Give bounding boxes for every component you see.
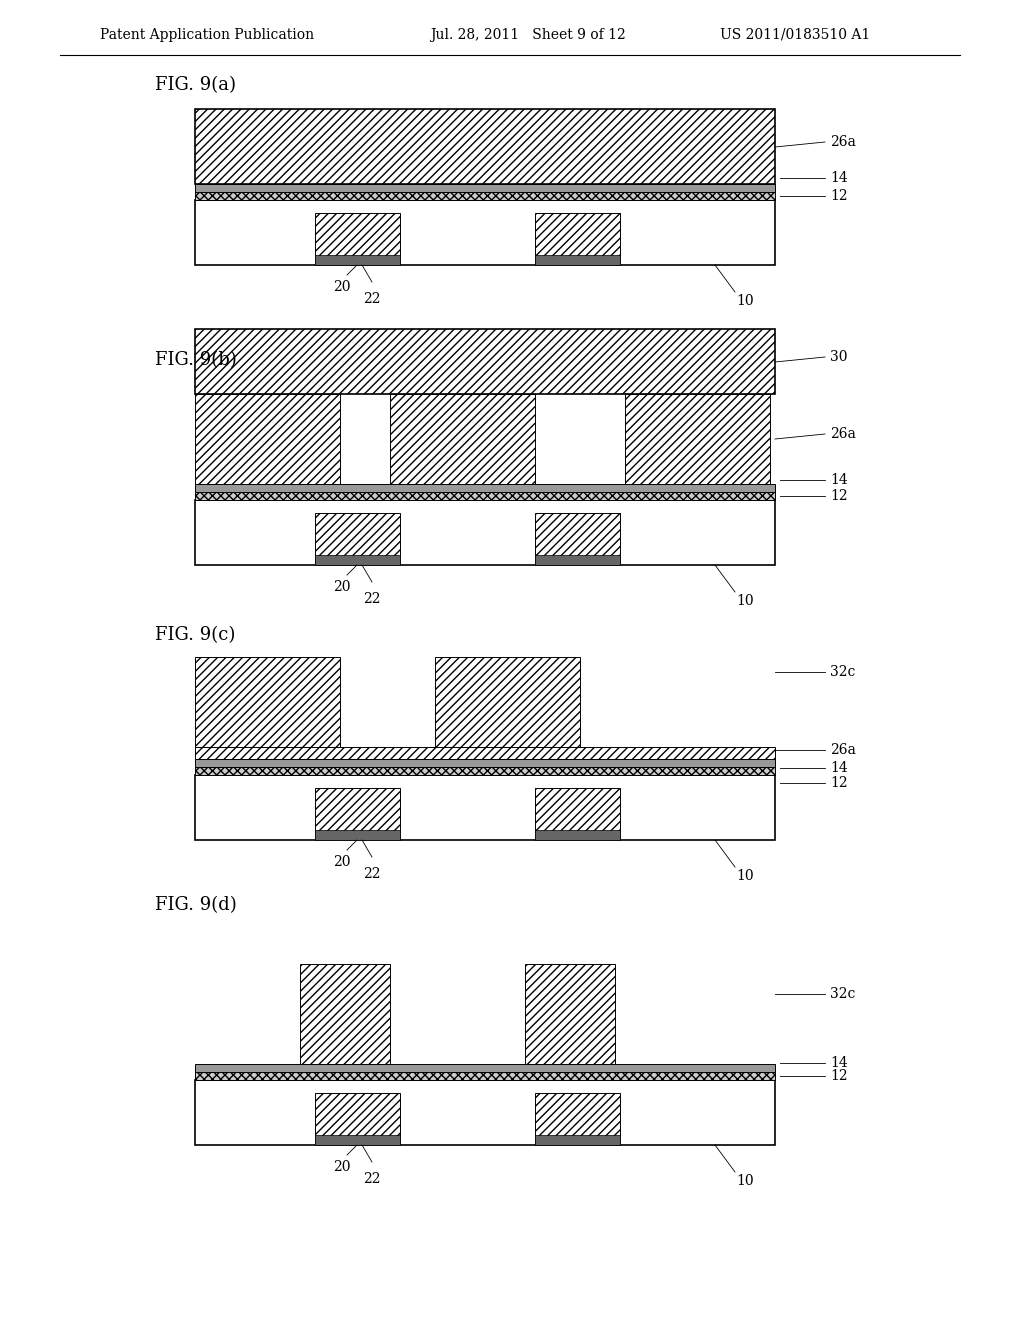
Bar: [195, 201, 775, 265]
Text: 14: 14: [830, 1056, 848, 1071]
Text: 12: 12: [830, 1069, 848, 1082]
Text: 10: 10: [736, 294, 754, 308]
Bar: [195, 484, 775, 492]
Text: 22: 22: [364, 1172, 381, 1185]
Text: US 2011/0183510 A1: US 2011/0183510 A1: [720, 28, 870, 42]
Bar: [315, 1135, 400, 1144]
Text: 32c: 32c: [830, 665, 855, 678]
Text: 12: 12: [830, 488, 848, 503]
Bar: [315, 830, 400, 840]
Text: 30: 30: [830, 350, 848, 364]
Bar: [195, 492, 775, 500]
Bar: [195, 500, 775, 565]
Bar: [195, 183, 775, 191]
Text: 20: 20: [333, 579, 351, 594]
Text: FIG. 9(a): FIG. 9(a): [155, 77, 236, 94]
Bar: [435, 657, 580, 747]
Text: Jul. 28, 2011   Sheet 9 of 12: Jul. 28, 2011 Sheet 9 of 12: [430, 28, 626, 42]
Bar: [315, 554, 400, 565]
Bar: [535, 830, 620, 840]
Text: 32c: 32c: [830, 987, 855, 1001]
Text: 26a: 26a: [830, 743, 856, 756]
Bar: [300, 964, 390, 1064]
Bar: [535, 1135, 620, 1144]
Bar: [315, 513, 400, 565]
Bar: [195, 657, 340, 747]
Bar: [535, 213, 620, 265]
Bar: [195, 191, 775, 201]
Text: 14: 14: [830, 172, 848, 185]
Text: 26a: 26a: [830, 135, 856, 149]
Bar: [315, 213, 400, 265]
Bar: [535, 1093, 620, 1144]
Bar: [195, 393, 340, 484]
Bar: [390, 393, 535, 484]
Bar: [195, 747, 775, 759]
Bar: [535, 513, 620, 565]
Bar: [535, 255, 620, 265]
Bar: [195, 767, 775, 775]
Bar: [195, 110, 775, 183]
Text: 10: 10: [736, 869, 754, 883]
Bar: [315, 788, 400, 840]
Text: 10: 10: [736, 594, 754, 609]
Text: Patent Application Publication: Patent Application Publication: [100, 28, 314, 42]
Text: 12: 12: [830, 189, 848, 203]
Text: 22: 22: [364, 867, 381, 880]
Bar: [195, 1080, 775, 1144]
Text: 10: 10: [736, 1173, 754, 1188]
Bar: [525, 964, 615, 1064]
Bar: [535, 554, 620, 565]
Bar: [195, 1072, 775, 1080]
Text: 20: 20: [333, 280, 351, 294]
Text: 20: 20: [333, 855, 351, 869]
Text: 26a: 26a: [830, 426, 856, 441]
Text: FIG. 9(b): FIG. 9(b): [155, 351, 237, 370]
Bar: [535, 788, 620, 840]
Bar: [195, 775, 775, 840]
Text: FIG. 9(d): FIG. 9(d): [155, 896, 237, 913]
Text: 20: 20: [333, 1160, 351, 1173]
Bar: [195, 1064, 775, 1072]
Text: 14: 14: [830, 762, 848, 775]
Text: 12: 12: [830, 776, 848, 789]
Text: 22: 22: [364, 292, 381, 306]
Bar: [195, 329, 775, 393]
Bar: [315, 255, 400, 265]
Bar: [315, 1093, 400, 1144]
Text: FIG. 9(c): FIG. 9(c): [155, 626, 236, 644]
Text: 14: 14: [830, 473, 848, 487]
Text: 22: 22: [364, 591, 381, 606]
Bar: [195, 759, 775, 767]
Bar: [625, 393, 770, 484]
